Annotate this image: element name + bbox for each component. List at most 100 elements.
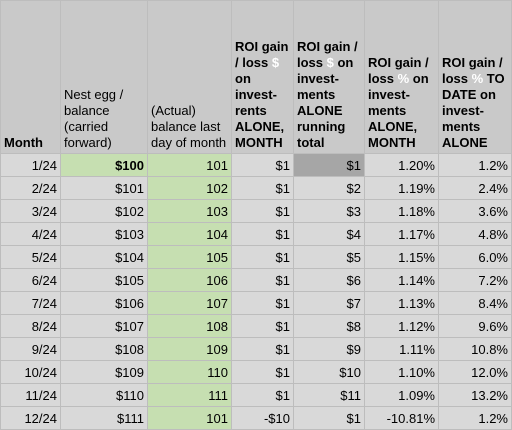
actual-balance-cell[interactable]: 110 <box>147 360 232 384</box>
month-cell[interactable]: 2/24 <box>0 176 61 200</box>
nest-egg-cell[interactable]: $108 <box>60 337 148 361</box>
month-cell[interactable]: 5/24 <box>0 245 61 269</box>
roi-dollar-running-cell[interactable]: $4 <box>293 222 365 246</box>
roi-percent-to-date-cell[interactable]: 1.2% <box>438 406 512 430</box>
header-roi-dollar-month[interactable]: ROI gain / loss $ on invest-rents ALONE,… <box>231 0 294 154</box>
nest-egg-cell[interactable]: $103 <box>60 222 148 246</box>
roi-percent-to-date-cell[interactable]: 3.6% <box>438 199 512 223</box>
roi-percent-month-cell[interactable]: 1.19% <box>364 176 439 200</box>
header-month[interactable]: Month <box>0 0 61 154</box>
nest-egg-cell[interactable]: $101 <box>60 176 148 200</box>
table-row: 6/24 $105 106 $1 $6 1.14% 7.2% <box>0 268 512 292</box>
nest-egg-cell[interactable]: $102 <box>60 199 148 223</box>
table-row: 8/24 $107 108 $1 $8 1.12% 9.6% <box>0 314 512 338</box>
table-row: 4/24 $103 104 $1 $4 1.17% 4.8% <box>0 222 512 246</box>
roi-dollar-running-cell[interactable]: $1 <box>293 153 365 177</box>
roi-dollar-month-cell[interactable]: $1 <box>231 176 294 200</box>
nest-egg-cell[interactable]: $109 <box>60 360 148 384</box>
actual-balance-cell[interactable]: 102 <box>147 176 232 200</box>
header-roi-percent-to-date[interactable]: ROI gain / loss % TO DATE on invest-ment… <box>438 0 512 154</box>
roi-percent-month-cell[interactable]: 1.12% <box>364 314 439 338</box>
roi-percent-to-date-cell[interactable]: 13.2% <box>438 383 512 407</box>
roi-percent-month-cell[interactable]: -10.81% <box>364 406 439 430</box>
roi-percent-month-cell[interactable]: 1.11% <box>364 337 439 361</box>
roi-percent-month-cell[interactable]: 1.13% <box>364 291 439 315</box>
roi-percent-to-date-cell[interactable]: 12.0% <box>438 360 512 384</box>
table-row: 2/24 $101 102 $1 $2 1.19% 2.4% <box>0 176 512 200</box>
roi-dollar-running-cell[interactable]: $5 <box>293 245 365 269</box>
roi-dollar-running-cell[interactable]: $8 <box>293 314 365 338</box>
nest-egg-cell[interactable]: $104 <box>60 245 148 269</box>
roi-dollar-running-cell[interactable]: $6 <box>293 268 365 292</box>
roi-dollar-running-cell[interactable]: $1 <box>293 406 365 430</box>
actual-balance-cell[interactable]: 106 <box>147 268 232 292</box>
roi-percent-to-date-cell[interactable]: 6.0% <box>438 245 512 269</box>
roi-dollar-month-cell[interactable]: $1 <box>231 222 294 246</box>
month-cell[interactable]: 10/24 <box>0 360 61 384</box>
roi-percent-month-cell[interactable]: 1.17% <box>364 222 439 246</box>
actual-balance-cell[interactable]: 109 <box>147 337 232 361</box>
actual-balance-cell[interactable]: 108 <box>147 314 232 338</box>
roi-percent-month-cell[interactable]: 1.14% <box>364 268 439 292</box>
month-cell[interactable]: 3/24 <box>0 199 61 223</box>
roi-percent-to-date-cell[interactable]: 9.6% <box>438 314 512 338</box>
roi-dollar-month-cell[interactable]: $1 <box>231 291 294 315</box>
nest-egg-cell[interactable]: $110 <box>60 383 148 407</box>
roi-dollar-running-cell[interactable]: $7 <box>293 291 365 315</box>
nest-egg-cell[interactable]: $100 <box>60 153 148 177</box>
actual-balance-cell[interactable]: 111 <box>147 383 232 407</box>
roi-dollar-month-cell[interactable]: $1 <box>231 383 294 407</box>
roi-dollar-month-cell[interactable]: $1 <box>231 314 294 338</box>
roi-percent-month-cell[interactable]: 1.10% <box>364 360 439 384</box>
actual-balance-cell[interactable]: 105 <box>147 245 232 269</box>
roi-dollar-running-cell[interactable]: $2 <box>293 176 365 200</box>
roi-dollar-month-cell[interactable]: $1 <box>231 199 294 223</box>
month-cell[interactable]: 7/24 <box>0 291 61 315</box>
nest-egg-cell[interactable]: $107 <box>60 314 148 338</box>
nest-egg-cell[interactable]: $111 <box>60 406 148 430</box>
roi-dollar-month-cell[interactable]: $1 <box>231 245 294 269</box>
month-cell[interactable]: 4/24 <box>0 222 61 246</box>
table-row: 10/24 $109 110 $1 $10 1.10% 12.0% <box>0 360 512 384</box>
roi-dollar-month-cell[interactable]: $1 <box>231 268 294 292</box>
table-row: 3/24 $102 103 $1 $3 1.18% 3.6% <box>0 199 512 223</box>
month-cell[interactable]: 9/24 <box>0 337 61 361</box>
roi-percent-to-date-cell[interactable]: 1.2% <box>438 153 512 177</box>
roi-percent-month-cell[interactable]: 1.20% <box>364 153 439 177</box>
table-row: 5/24 $104 105 $1 $5 1.15% 6.0% <box>0 245 512 269</box>
roi-dollar-month-cell[interactable]: $1 <box>231 360 294 384</box>
table-row: 12/24 $111 101 -$10 $1 -10.81% 1.2% <box>0 406 512 430</box>
nest-egg-cell[interactable]: $105 <box>60 268 148 292</box>
roi-percent-month-cell[interactable]: 1.15% <box>364 245 439 269</box>
roi-percent-to-date-cell[interactable]: 4.8% <box>438 222 512 246</box>
actual-balance-cell[interactable]: 101 <box>147 406 232 430</box>
roi-dollar-month-cell[interactable]: $1 <box>231 337 294 361</box>
month-cell[interactable]: 12/24 <box>0 406 61 430</box>
actual-balance-cell[interactable]: 104 <box>147 222 232 246</box>
nest-egg-cell[interactable]: $106 <box>60 291 148 315</box>
roi-dollar-running-cell[interactable]: $11 <box>293 383 365 407</box>
header-roi-dollar-running[interactable]: ROI gain / loss $ on invest-ments ALONE … <box>293 0 365 154</box>
roi-dollar-running-cell[interactable]: $10 <box>293 360 365 384</box>
header-row: Month Nest egg / balance (carried forwar… <box>0 0 512 154</box>
roi-percent-to-date-cell[interactable]: 8.4% <box>438 291 512 315</box>
roi-dollar-month-cell[interactable]: -$10 <box>231 406 294 430</box>
roi-percent-to-date-cell[interactable]: 2.4% <box>438 176 512 200</box>
month-cell[interactable]: 11/24 <box>0 383 61 407</box>
actual-balance-cell[interactable]: 101 <box>147 153 232 177</box>
header-roi-percent-month[interactable]: ROI gain / loss % on invest-ments ALONE,… <box>364 0 439 154</box>
roi-percent-to-date-cell[interactable]: 10.8% <box>438 337 512 361</box>
roi-dollar-running-cell[interactable]: $3 <box>293 199 365 223</box>
roi-dollar-month-cell[interactable]: $1 <box>231 153 294 177</box>
header-actual-balance[interactable]: (Actual) balance last day of month <box>147 0 232 154</box>
roi-percent-month-cell[interactable]: 1.18% <box>364 199 439 223</box>
roi-percent-month-cell[interactable]: 1.09% <box>364 383 439 407</box>
month-cell[interactable]: 8/24 <box>0 314 61 338</box>
roi-percent-to-date-cell[interactable]: 7.2% <box>438 268 512 292</box>
roi-dollar-running-cell[interactable]: $9 <box>293 337 365 361</box>
header-nest-egg[interactable]: Nest egg / balance (carried forward) <box>60 0 148 154</box>
month-cell[interactable]: 1/24 <box>0 153 61 177</box>
actual-balance-cell[interactable]: 103 <box>147 199 232 223</box>
actual-balance-cell[interactable]: 107 <box>147 291 232 315</box>
month-cell[interactable]: 6/24 <box>0 268 61 292</box>
